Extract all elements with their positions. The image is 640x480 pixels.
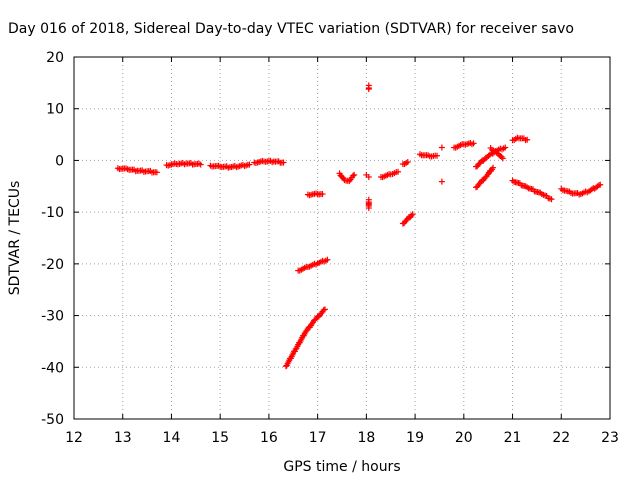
- x-tick-label: 16: [260, 430, 278, 446]
- data-point: [484, 154, 491, 161]
- y-tick-label: -10: [41, 205, 64, 221]
- data-point: [470, 140, 477, 147]
- x-tick-label: 21: [504, 430, 522, 446]
- data-point: [434, 152, 441, 159]
- y-tick-label: 20: [46, 50, 64, 66]
- series-seg-7: [282, 306, 328, 370]
- y-tick-label: -30: [41, 309, 64, 325]
- series-seg-10: [365, 82, 372, 93]
- data-point: [280, 159, 287, 166]
- y-tick-labels: -50 -40 -30 -20 -10 0 10 20: [41, 50, 64, 428]
- grid-lines: [74, 57, 610, 419]
- data-point: [324, 256, 331, 263]
- data-point: [404, 158, 411, 165]
- data-point: [365, 82, 372, 89]
- x-axis-label: GPS time / hours: [283, 459, 400, 475]
- y-tick-label: -40: [41, 360, 64, 376]
- data-point: [490, 164, 497, 171]
- data-point: [349, 172, 356, 179]
- data-point: [438, 178, 445, 185]
- x-tick-label: 17: [309, 430, 327, 446]
- x-tick-label: 12: [65, 430, 83, 446]
- data-point: [597, 181, 604, 188]
- data-point: [548, 196, 555, 203]
- series-seg-13: [399, 158, 411, 168]
- data-point: [351, 171, 358, 178]
- series-seg-23: [509, 177, 555, 203]
- x-tick-label: 23: [601, 430, 619, 446]
- axis-ticks: [73, 56, 611, 420]
- data-point: [365, 205, 372, 212]
- data-point: [502, 144, 509, 151]
- series-seg-20: [473, 164, 497, 191]
- data-point: [486, 151, 493, 158]
- x-tick-label: 18: [357, 430, 375, 446]
- data-point: [319, 191, 326, 198]
- series-seg-4: [251, 157, 287, 167]
- data-point: [499, 155, 506, 162]
- x-tick-label: 22: [552, 430, 570, 446]
- data-point: [302, 329, 309, 336]
- data-points: [114, 82, 604, 370]
- series-seg-2: [163, 160, 204, 169]
- data-point: [246, 161, 253, 168]
- y-tick-label: -50: [41, 412, 64, 428]
- y-axis-label: SDTVAR / TECUs: [7, 181, 23, 296]
- data-point: [438, 144, 445, 151]
- series-seg-11: [365, 196, 372, 212]
- data-point: [409, 211, 416, 218]
- series-seg-12: [377, 168, 402, 181]
- series-seg-9: [363, 171, 372, 180]
- series-seg-5: [304, 190, 326, 199]
- data-point: [485, 152, 492, 159]
- series-seg-24: [558, 181, 604, 198]
- series-seg-17: [438, 178, 445, 185]
- series-seg-18: [451, 140, 477, 151]
- x-tick-label: 19: [406, 430, 424, 446]
- x-tick-label: 15: [211, 430, 229, 446]
- series-seg-16: [438, 144, 445, 151]
- series-seg-14: [399, 211, 416, 227]
- series-seg-3: [207, 161, 253, 171]
- plot-frame: [73, 56, 611, 420]
- series-seg-1: [114, 165, 160, 176]
- data-point: [321, 306, 328, 313]
- series-seg-6: [295, 256, 331, 274]
- series-seg-21: [487, 145, 506, 162]
- data-point: [153, 169, 160, 176]
- data-point: [197, 161, 204, 168]
- x-tick-label: 13: [114, 430, 132, 446]
- y-tick-label: 0: [55, 153, 64, 169]
- series-seg-15: [416, 151, 441, 160]
- y-tick-label: -20: [41, 257, 64, 273]
- series-seg-22: [509, 134, 531, 144]
- y-tick-label: 10: [46, 102, 64, 118]
- data-point: [395, 168, 402, 175]
- x-tick-label: 20: [455, 430, 473, 446]
- data-point: [365, 173, 372, 180]
- x-tick-label: 14: [163, 430, 181, 446]
- series-seg-8: [336, 170, 358, 185]
- series-seg-19: [473, 144, 509, 170]
- data-point: [524, 136, 531, 143]
- x-tick-labels: 12 13 14 15 16 17 18 19 20 21 22 23: [65, 430, 619, 446]
- chart-title: Day 016 of 2018, Sidereal Day-to-day VTE…: [8, 21, 574, 37]
